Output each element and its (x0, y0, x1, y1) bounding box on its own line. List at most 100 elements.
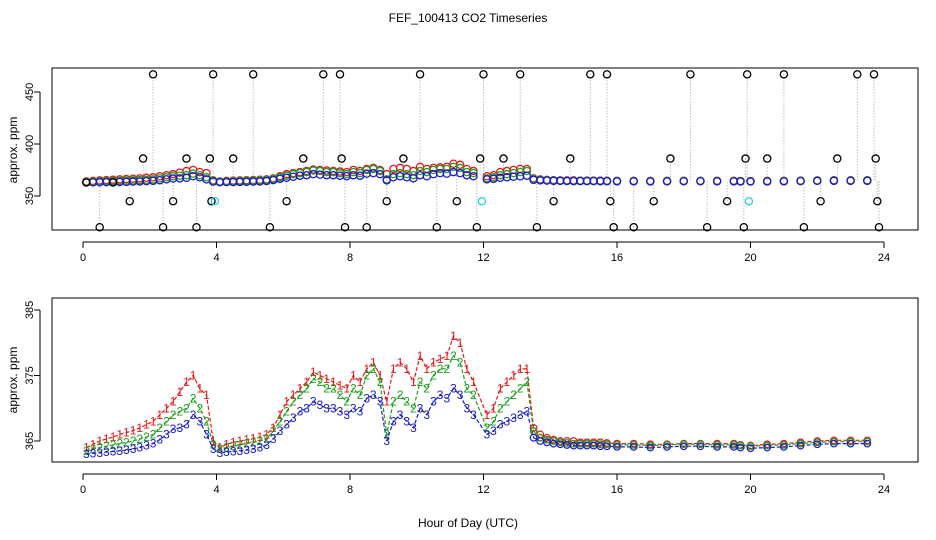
bottom-y-tick-label: 375 (24, 366, 36, 384)
top-reference-point (649, 196, 658, 206)
bottom-series-1-marker: 1 (283, 395, 290, 409)
top-reference-point (472, 222, 482, 232)
bottom-series-1-marker: 1 (397, 355, 404, 369)
bottom-series-1-marker: 1 (303, 375, 310, 389)
bottom-series-3-marker: 3 (136, 441, 143, 455)
bottom-series-3-marker (663, 442, 671, 451)
bottom-series-2-marker: 2 (263, 432, 270, 446)
bottom-series-1-marker: 1 (317, 369, 324, 383)
top-reference-point (871, 154, 880, 163)
bottom-series-1-line (86, 335, 868, 449)
top-series-3-point (712, 177, 722, 186)
bottom-series-3-marker: 3 (463, 401, 470, 415)
top-series-3-point (762, 177, 772, 186)
bottom-series-3-marker: 3 (230, 444, 237, 458)
bottom-series-2-marker: 2 (397, 388, 404, 402)
bottom-series-2-marker: 2 (377, 375, 384, 389)
bottom-series-3-marker: 3 (250, 442, 257, 456)
top-reference-point (82, 178, 91, 187)
bottom-series-lines (86, 335, 868, 455)
bottom-series-2-marker: 2 (457, 355, 464, 369)
bottom-series-2-marker: 2 (190, 391, 197, 405)
bottom-series-1-marker: 1 (443, 349, 450, 363)
bottom-series-3-marker (736, 443, 745, 452)
bottom-series-2-marker: 2 (150, 427, 157, 441)
top-x-tick-label: 20 (744, 252, 756, 264)
bottom-series-2-marker: 2 (337, 388, 344, 402)
top-x-tick-label: 0 (80, 252, 86, 264)
bottom-series-1-marker: 1 (350, 369, 357, 383)
bottom-series-3-marker: 3 (116, 444, 123, 458)
bottom-series-2-marker: 2 (277, 414, 284, 428)
bottom-x-tick-label: 8 (347, 484, 353, 496)
bottom-series-2-marker: 2 (237, 438, 244, 452)
top-x-tick-label: 4 (213, 252, 219, 264)
top-reference-point (586, 70, 595, 79)
top-series-2-point (522, 166, 532, 176)
bottom-series-3-marker (779, 442, 788, 451)
bottom-series-3-marker: 3 (130, 442, 137, 456)
bottom-series-1-marker: 1 (203, 388, 210, 402)
bottom-series-3-marker: 3 (397, 408, 404, 422)
bottom-series-2-marker: 2 (517, 382, 524, 396)
top-y-tick-label: 400 (24, 135, 36, 153)
top-reference-point (742, 70, 752, 79)
top-series-3-point (629, 177, 638, 186)
bottom-series-2-marker: 2 (357, 388, 364, 402)
bottom-series-2-marker: 2 (250, 435, 257, 449)
bottom-series-3-marker: 3 (237, 444, 244, 458)
bottom-series-2-marker: 2 (96, 441, 103, 455)
bottom-series-2-marker: 2 (110, 438, 117, 452)
top-series-3-point (382, 176, 391, 185)
bottom-series-3-marker: 3 (263, 438, 270, 452)
top-reference-point (192, 222, 201, 232)
bottom-series-2-marker: 2 (490, 414, 497, 428)
top-series-3-point (449, 167, 458, 177)
top-reference-point (722, 196, 732, 206)
top-series-3-point (813, 176, 822, 186)
x-axis-label: Hour of Day (UTC) (418, 516, 518, 530)
bottom-series-2-marker: 2 (317, 375, 324, 389)
bottom-series-2-marker: 2 (403, 395, 410, 409)
top-series-3-point (796, 176, 805, 186)
bottom-series-2-marker: 2 (497, 401, 504, 415)
bottom-series-3-marker: 3 (143, 439, 150, 453)
top-reference-point (549, 196, 558, 206)
top-reference-point (873, 196, 882, 206)
bottom-series-3-marker (796, 441, 805, 450)
bottom-series-1-marker: 1 (483, 408, 490, 422)
bottom-series-3-marker (603, 442, 611, 451)
bottom-x-tick-label: 24 (878, 484, 890, 496)
top-plot-frame (51, 67, 919, 231)
bottom-series-3-marker: 3 (103, 445, 110, 459)
top-y-axis-label: approx. ppm (6, 117, 20, 184)
bottom-series-2-marker: 2 (504, 395, 511, 409)
top-cyan-point (477, 196, 487, 206)
bottom-series-2-marker: 2 (216, 442, 223, 456)
bottom-series-3-marker: 3 (423, 408, 430, 422)
bottom-series-1-marker: 1 (270, 421, 277, 435)
bottom-series-3-marker: 3 (110, 444, 117, 458)
bottom-series-3-marker: 3 (390, 414, 397, 428)
bottom-series-1-marker: 1 (417, 349, 424, 363)
bottom-series-3-marker: 3 (183, 418, 190, 432)
bottom-series-3-marker: 3 (277, 424, 284, 438)
bottom-series-3-marker: 3 (377, 395, 384, 409)
top-reference-point (208, 70, 218, 79)
bottom-series-1-marker: 1 (176, 385, 183, 399)
bottom-series-3-marker: 3 (203, 427, 210, 441)
bottom-series-3-marker: 3 (403, 414, 410, 428)
bottom-series-1-marker: 1 (183, 375, 190, 389)
bottom-series-1-marker: 1 (143, 418, 150, 432)
bottom-series-2-line (86, 354, 868, 452)
figure-title: FEF_100413 CO2 Timeseries (389, 11, 548, 25)
bottom-series-2-marker: 2 (203, 414, 210, 428)
bottom-series-1-marker: 1 (250, 431, 257, 445)
bottom-series-1-marker: 1 (510, 369, 517, 383)
bottom-series-3-marker: 3 (490, 424, 497, 438)
top-reference-point (799, 222, 809, 232)
bottom-series-2-marker: 2 (303, 382, 310, 396)
top-series-3-point (612, 177, 622, 186)
top-series-3-point (863, 176, 872, 186)
